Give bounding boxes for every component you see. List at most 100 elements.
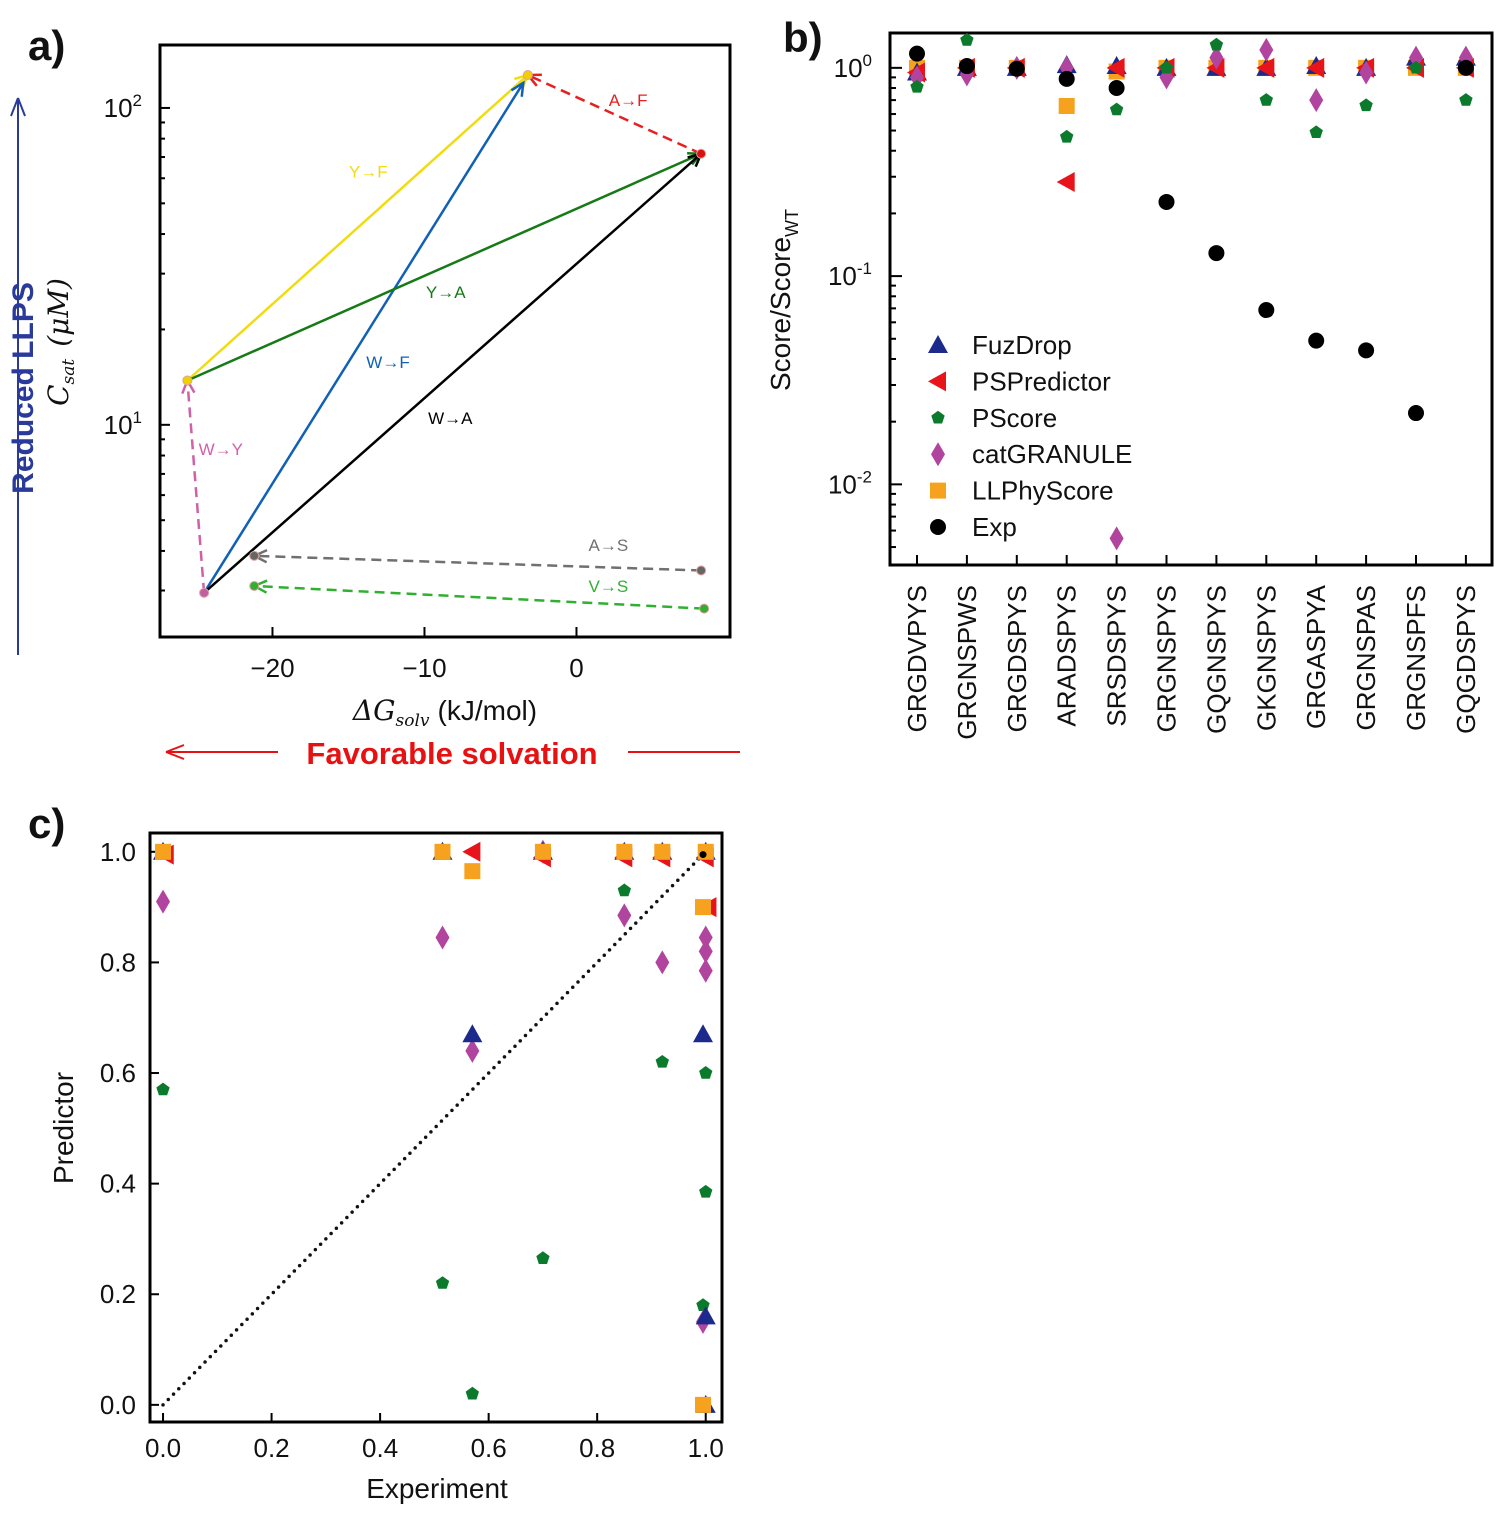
point-Exp [1258, 302, 1275, 319]
point-Exp [1008, 60, 1025, 77]
point-Exp [1358, 342, 1375, 359]
legend-marker-FuzDrop [928, 335, 948, 353]
panel-c-ylabel: Predictor [48, 1072, 79, 1184]
y-tick-label: 102 [104, 91, 142, 123]
panel-c-plot: 0.0 0.2 0.4 0.6 0.8 1.0 0.0 0.2 0.4 0.6 0.8 1.0 [100, 831, 724, 1463]
point-FuzDrop [695, 1306, 716, 1325]
point-Exp [1408, 405, 1424, 422]
point-LLPhyScore [434, 843, 451, 860]
x-tick-label: 1.0 [688, 1433, 724, 1463]
point-catGRANULE [1209, 45, 1224, 70]
arrow-A-to-S [254, 554, 702, 572]
panel-c-axes-frame [148, 831, 724, 1424]
x-tick-label: −20 [250, 653, 294, 683]
arrow-W-to-F [203, 82, 525, 594]
legend-marker-Exp [930, 519, 946, 535]
point-PScore [536, 1251, 550, 1264]
x-tick-label: −10 [402, 653, 446, 683]
point-S-from-A [249, 550, 260, 561]
point-Exp [1457, 59, 1474, 76]
point-PSPredictor [1106, 57, 1125, 78]
x-tick-label: GRGASPYA [1301, 584, 1331, 729]
panel-label-c: c) [28, 800, 65, 847]
point-F [522, 70, 533, 81]
point-LLPhyScore [616, 843, 633, 860]
x-tick-label: GRGNSPYS [1152, 585, 1182, 732]
legend-label: FuzDrop [972, 330, 1072, 360]
y-tick-label: 10-1 [828, 259, 872, 291]
panel-a-axes-frame [158, 43, 732, 639]
arrow-label: W→A [428, 409, 473, 428]
point-PScore [1359, 98, 1373, 112]
point-PSPredictor [462, 841, 481, 862]
point-catGRANULE [617, 903, 632, 928]
point-catGRANULE [655, 950, 670, 975]
arrow-label: V→S [589, 577, 629, 596]
reduced-llps-label: Reduced LLPS [7, 282, 40, 494]
point-catGRANULE [1109, 526, 1124, 551]
point-LLPhyScore [697, 843, 714, 860]
x-tick-label: SRSDSPYS [1102, 585, 1132, 727]
point-PScore [1409, 60, 1423, 74]
point-LLPhyScore [155, 843, 172, 860]
arrow-label: W→F [366, 353, 409, 372]
x-tick-label: ARADSPYS [1052, 585, 1082, 727]
point-Exp [699, 851, 707, 859]
point-V [699, 603, 710, 614]
point-PSPredictor [1256, 57, 1275, 78]
reduced-llps-arrowhead-icon [10, 97, 26, 117]
point-A [696, 148, 707, 159]
point-PScore [696, 1298, 710, 1311]
point-PScore [465, 1386, 479, 1400]
point-LLPhyScore [464, 863, 481, 880]
point-PScore [910, 79, 924, 93]
legend-marker-PScore [931, 410, 945, 424]
legend-marker-catGRANULE [931, 442, 945, 467]
y-tick-label: 10-2 [828, 467, 872, 499]
point-PScore [156, 1082, 170, 1096]
legend-label: LLPhyScore [972, 476, 1114, 506]
point-PScore [617, 883, 631, 897]
panel-a-plot: −20 −10 0 101 102 A→F Y→F W→F Y→A W→A W→Y A→S V→S [104, 43, 732, 683]
point-LLPhyScore [654, 843, 671, 860]
point-catGRANULE [698, 925, 713, 950]
favorable-solvation-label: Favorable solvation [306, 736, 597, 771]
point-catGRANULE [698, 939, 713, 964]
x-tick-label: 0.0 [145, 1433, 181, 1463]
point-catGRANULE [465, 1038, 480, 1063]
point-catGRANULE [1259, 37, 1274, 62]
legend-label: PScore [972, 403, 1057, 433]
point-PScore [1209, 37, 1224, 51]
arrow-A-to-F [527, 73, 702, 155]
y-tick-label: 0.4 [100, 1169, 136, 1199]
arrow-Y-to-F [186, 74, 529, 382]
point-PScore [1459, 93, 1473, 106]
point-PSPredictor [1056, 172, 1075, 193]
point-Exp [1308, 332, 1325, 349]
point-FuzDrop [462, 1024, 483, 1043]
point-PScore [1159, 60, 1174, 74]
x-tick-label: GRGNSPFS [1401, 585, 1431, 731]
arrowhead-icon [510, 80, 525, 97]
favorable-solvation-arrowhead-icon [165, 744, 185, 760]
point-LLPhyScore [534, 843, 551, 860]
panel-c-xlabel: Experiment [366, 1473, 508, 1504]
y-tick-label: 0.6 [100, 1058, 136, 1088]
y-tick-label: 0.8 [100, 947, 136, 977]
y-tick-label: 0.0 [100, 1390, 136, 1420]
point-PScore [435, 1276, 450, 1289]
arrow-label: Y→A [426, 283, 466, 302]
point-catGRANULE [698, 958, 713, 983]
x-tick-label: 0 [569, 653, 583, 683]
point-catGRANULE [435, 925, 450, 950]
x-tick-label: GKGNSPYS [1251, 585, 1281, 731]
x-tick-label: 0.4 [362, 1433, 398, 1463]
point-Exp [958, 58, 975, 75]
panel-b-axes-frame [888, 31, 1494, 567]
panel-b-ylabel: Score/ScoreWT [765, 209, 802, 391]
point-PScore [655, 1055, 669, 1068]
point-PScore [1060, 129, 1074, 143]
arrow-label: W→Y [199, 440, 243, 459]
legend-marker-LLPhyScore [930, 482, 946, 499]
point-Exp [1158, 193, 1175, 210]
